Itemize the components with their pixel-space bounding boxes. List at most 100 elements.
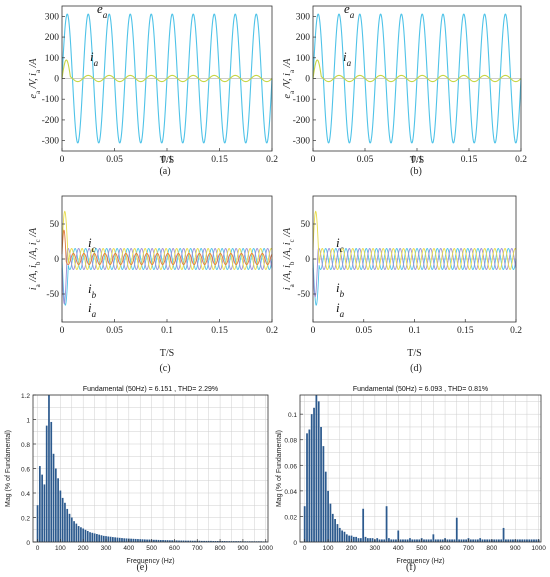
spectrum-bar	[130, 538, 132, 542]
spectrum-bar	[505, 539, 507, 542]
spectrum-bar	[446, 539, 449, 542]
spectrum-bar	[378, 539, 381, 542]
x-tick-label: 0.1	[161, 326, 173, 336]
spectrum-bar	[448, 539, 451, 542]
spectrum-bar	[402, 539, 404, 542]
spectrum-bar	[185, 540, 187, 542]
y-tick-label: 0.08	[284, 438, 297, 445]
spectrum-bar	[121, 538, 123, 542]
series-line-i_a	[312, 248, 517, 306]
spectrum-bar	[474, 539, 477, 542]
spectrum-bar	[96, 534, 98, 542]
spectrum-bar	[369, 538, 372, 542]
spectrum-bar	[116, 537, 119, 542]
spectrum-bar	[77, 526, 80, 542]
spectrum-bar	[329, 503, 332, 542]
spectrum-bar	[84, 529, 87, 542]
x-tick-label: 0.2	[266, 326, 278, 336]
spectrum-bar	[371, 538, 374, 542]
spectrum-bar	[223, 541, 226, 542]
x-tick-label: 0.15	[461, 155, 478, 165]
spectrum-bar	[516, 539, 519, 542]
spectrum-bar	[226, 541, 228, 542]
spectrum-bar	[207, 540, 210, 542]
x-tick-label: 0.1	[161, 155, 173, 165]
grid	[300, 395, 541, 543]
series-line-i_b	[312, 248, 517, 298]
spectrum-bar	[205, 540, 208, 542]
chart-title: Fundamental (50Hz) = 6.151 , THD= 2.29%	[83, 386, 218, 393]
panel-label: (c)	[159, 363, 170, 374]
spectrum-bar	[315, 395, 318, 542]
y-tick-label: 0.06	[284, 463, 297, 470]
spectrum-bar	[214, 541, 217, 542]
spectrum-bar	[146, 539, 148, 542]
spectrum-bar	[479, 538, 482, 542]
spectrum-bar	[455, 517, 458, 542]
spectrum-bar	[331, 513, 334, 542]
spectrum-bar	[175, 540, 178, 542]
spectrum-bar	[404, 539, 407, 542]
spectrum-bar	[413, 539, 416, 542]
x-tick-label: 0.05	[357, 155, 374, 165]
series-annotation: ea	[97, 1, 108, 20]
spectrum-bar	[350, 535, 353, 542]
y-axis-label: ea /V, ia /A	[28, 58, 42, 99]
x-axis-label: Frequency (Hz)	[396, 558, 444, 565]
y-tick-label: -100	[293, 95, 311, 105]
series-annotation: ic	[88, 235, 96, 254]
spectrum-bar	[109, 536, 112, 542]
y-tick-label: 0.2	[21, 516, 30, 523]
spectrum-bar	[462, 539, 465, 542]
x-tick-label: 0	[311, 155, 316, 165]
spectrum-bar	[210, 540, 212, 542]
spectrum-bar	[216, 541, 219, 542]
spectrum-bar	[157, 539, 160, 542]
spectrum-bar	[434, 539, 437, 542]
spectrum-bar	[327, 490, 329, 542]
spectrum-bar	[303, 506, 306, 542]
x-tick-label: 1000	[258, 545, 273, 552]
series-line-i_a	[61, 59, 273, 83]
y-tick-label: 0	[305, 255, 310, 265]
spectrum-bar	[432, 534, 435, 542]
spectrum-bar	[198, 540, 201, 542]
spectrum-bar	[320, 426, 322, 542]
axes-frame	[299, 394, 542, 543]
spectrum-bar	[430, 539, 432, 542]
y-tick-label: 200	[45, 33, 60, 43]
spectrum-bar	[502, 527, 505, 542]
spectrum-bar	[86, 530, 89, 542]
x-tick-label: 400	[123, 545, 134, 552]
x-tick-label: 0	[36, 545, 40, 552]
x-tick-label: 0	[60, 326, 65, 336]
spectrum-bar	[364, 536, 367, 542]
panel-label: (b)	[410, 166, 422, 177]
x-tick-label: 0.15	[457, 326, 474, 336]
spectrum-bar	[93, 533, 96, 542]
x-tick-label: 200	[346, 545, 357, 552]
spectrum-bar	[162, 540, 164, 542]
chart-panel-b: 0 0.05 0.1 0.15 0.2 -300 -200 -100 0 100 200 300 T/S…	[282, 1, 527, 177]
spectrum-bar	[472, 539, 475, 542]
spectrum-bar	[143, 539, 146, 542]
spectrum-bar	[418, 539, 421, 542]
y-tick-label: 0	[26, 540, 30, 547]
x-tick-label: 300	[369, 545, 380, 552]
y-tick-label: 0	[54, 255, 59, 265]
series-annotation: ia	[88, 300, 97, 319]
series-annotation: ib	[336, 280, 345, 299]
spectrum-bar	[523, 539, 526, 542]
spectrum-bar	[228, 541, 231, 542]
spectrum-bar	[182, 540, 185, 542]
spectrum-bar	[191, 540, 194, 542]
x-tick-label: 800	[486, 545, 497, 552]
x-tick-label: 700	[463, 545, 474, 552]
spectrum-bar	[107, 536, 110, 542]
spectrum-bar	[50, 421, 53, 542]
x-tick-label: 800	[215, 545, 226, 552]
y-tick-label: -100	[42, 95, 60, 105]
y-tick-label: -200	[42, 116, 60, 126]
spectrum-bar	[385, 506, 388, 542]
